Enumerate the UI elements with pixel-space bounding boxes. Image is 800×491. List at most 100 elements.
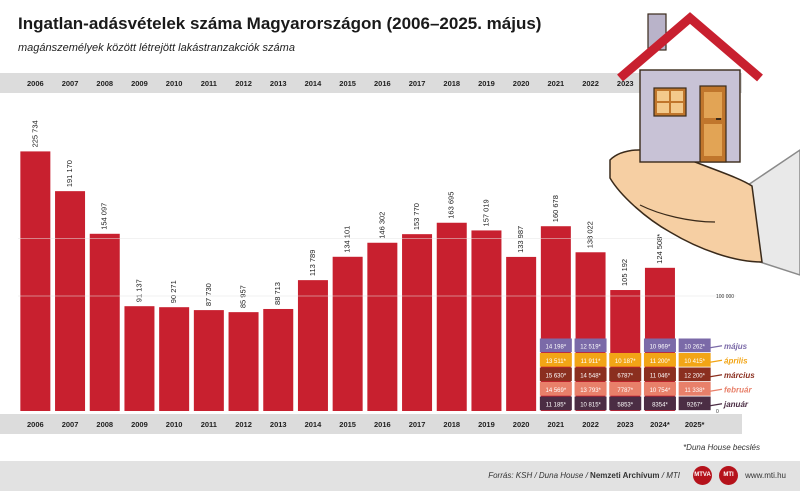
- monthly-segment: [574, 382, 607, 396]
- chart-title: Ingatlan-adásvételek száma Magyarországo…: [18, 14, 542, 33]
- bar: [159, 307, 190, 411]
- house-in-hand-illustration: [609, 12, 800, 276]
- website-link[interactable]: www.mti.hu: [745, 471, 786, 480]
- monthly-segment: [678, 396, 711, 411]
- monthly-value-label: 10 815*: [580, 402, 601, 408]
- x-tick-label: 2006: [27, 420, 44, 429]
- top-year-label: 2017: [409, 79, 426, 88]
- monthly-value-label: 10 754*: [650, 388, 671, 394]
- monthly-segment: [609, 353, 642, 367]
- top-year-label: 2009: [131, 79, 148, 88]
- bar-value-label: 146 302: [377, 212, 386, 239]
- monthly-value-label: 15 630*: [546, 373, 567, 379]
- bar-value-label: 88 713: [273, 282, 282, 305]
- top-year-label: 2016: [374, 79, 391, 88]
- mtva-logo: MTVA: [693, 466, 712, 485]
- monthly-value-label: 7787*: [617, 388, 633, 394]
- monthly-value-label: 11 338*: [685, 388, 706, 394]
- x-tick-label: 2008: [96, 420, 113, 429]
- monthly-segment: [609, 396, 642, 411]
- x-tick-label: 2009: [131, 420, 148, 429]
- monthly-segment: [678, 367, 711, 382]
- monthly-value-label: 12 519*: [580, 344, 601, 350]
- x-tick-label: 2021: [548, 420, 565, 429]
- bar-value-label: 105 192: [620, 259, 629, 286]
- monthly-value-label: 10 262*: [684, 344, 705, 350]
- bar: [332, 256, 363, 411]
- bar-value-label: 138 022: [586, 221, 595, 248]
- monthly-value-label: 11 046*: [650, 373, 671, 379]
- bar: [124, 306, 155, 411]
- bar-value-label: 154 097: [100, 203, 109, 230]
- bar-value-label: 124 508*: [655, 234, 664, 264]
- x-tick-label: 2018: [443, 420, 460, 429]
- monthly-segment: [678, 338, 711, 353]
- bar: [506, 256, 537, 411]
- monthly-value-label: 14 198*: [546, 344, 567, 350]
- bar: [436, 222, 467, 411]
- x-tick-label: 2015: [339, 420, 356, 429]
- bar-value-label: 163 695: [447, 192, 456, 219]
- monthly-segment: [643, 382, 676, 396]
- bar-value-label: 191 170: [65, 160, 74, 187]
- top-year-label: 2019: [478, 79, 495, 88]
- monthly-value-label: 9267*: [687, 402, 703, 408]
- monthly-segment: [574, 396, 607, 411]
- monthly-segment: [539, 396, 572, 411]
- monthly-value-label: 14 548*: [580, 373, 601, 379]
- x-tick-label: 2010: [166, 420, 183, 429]
- monthly-segment: [539, 367, 572, 382]
- top-year-label: 2020: [513, 79, 530, 88]
- bar: [20, 151, 51, 412]
- bar: [263, 308, 294, 411]
- legend-label: március: [724, 371, 755, 380]
- monthly-segment: [539, 338, 572, 353]
- legend-leader: [709, 374, 723, 378]
- monthly-value-label: 10 969*: [650, 344, 671, 350]
- top-year-label: 2012: [235, 79, 252, 88]
- bar-value-label: 87 730: [204, 283, 213, 306]
- monthly-value-label: 5853*: [617, 402, 633, 408]
- bar: [193, 310, 224, 411]
- bar-value-label: 134 101: [343, 226, 352, 253]
- x-tick-label: 2016: [374, 420, 391, 429]
- monthly-value-label: 11 185*: [546, 402, 567, 408]
- monthly-value-label: 11 911*: [581, 359, 601, 365]
- bar-value-label: 133 987: [516, 226, 525, 253]
- top-year-label: 2007: [62, 79, 79, 88]
- top-year-label: 2023: [617, 79, 634, 88]
- x-tick-label: 2020: [513, 420, 530, 429]
- monthly-segment: [609, 367, 642, 382]
- monthly-segment: [574, 338, 607, 353]
- x-tick-label: 2025*: [685, 420, 705, 429]
- legend-label: február: [724, 385, 752, 394]
- x-tick-label: 2011: [201, 420, 217, 429]
- top-year-label: 2022: [582, 79, 599, 88]
- x-tick-label: 2013: [270, 420, 287, 429]
- top-year-band: [0, 73, 742, 93]
- monthly-segment: [609, 382, 642, 396]
- bar: [89, 233, 120, 411]
- source-text: Forrás: KSH / Duna House / Nemzeti Archí…: [488, 471, 680, 480]
- top-year-label: 2014: [305, 79, 323, 88]
- x-tick-label: 2007: [62, 420, 79, 429]
- bar-value-label: 160 678: [551, 195, 560, 222]
- monthly-value-label: 10 187*: [615, 359, 636, 365]
- legend-label: május: [724, 342, 748, 351]
- bar: [471, 230, 502, 411]
- monthly-segment: [643, 396, 676, 411]
- x-tick-label: 2012: [235, 420, 252, 429]
- bar-value-label: 153 770: [412, 203, 421, 230]
- legend-label: január: [723, 400, 749, 409]
- monthly-segment: [539, 353, 572, 367]
- source-bar: Forrás: KSH / Duna House / Nemzeti Archí…: [0, 461, 800, 491]
- legend-leader: [709, 388, 723, 392]
- monthly-segment: [678, 353, 711, 367]
- monthly-segment: [574, 367, 607, 382]
- monthly-value-label: 6787*: [617, 373, 633, 379]
- bar-value-label: 225 734: [30, 120, 39, 147]
- bar-value-label: 113 789: [308, 250, 317, 277]
- bar-value-label: 157 019: [481, 199, 490, 226]
- legend-leader: [709, 403, 723, 407]
- top-year-label: 2008: [96, 79, 113, 88]
